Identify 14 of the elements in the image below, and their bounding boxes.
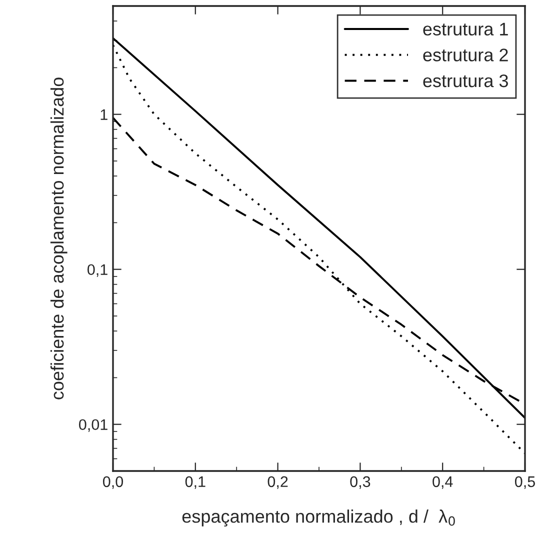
y-tick-label: 0,1 <box>88 264 108 277</box>
x-tick-label: 0,0 <box>102 476 124 489</box>
y-axis-title: coeficiente de acoplamento normalizado <box>50 78 68 400</box>
legend-label: estrutura 1 <box>423 22 508 36</box>
x-tick-label: 0,4 <box>432 476 453 489</box>
x-tick-label: 0,3 <box>350 476 370 489</box>
y-tick-label: 1 <box>100 109 108 120</box>
legend-label: estrutura 2 <box>423 48 508 62</box>
x-axis-title: espaçamento normalizado , d / λ$_{0}$ <box>182 510 455 526</box>
x-tick-label: 0,1 <box>185 476 206 489</box>
x-tick-label: 0,5 <box>514 476 535 489</box>
y-tick-label: 0,01 <box>79 419 108 432</box>
x-tick-label: 0,2 <box>268 476 288 489</box>
legend-label: estrutura 3 <box>423 74 508 88</box>
